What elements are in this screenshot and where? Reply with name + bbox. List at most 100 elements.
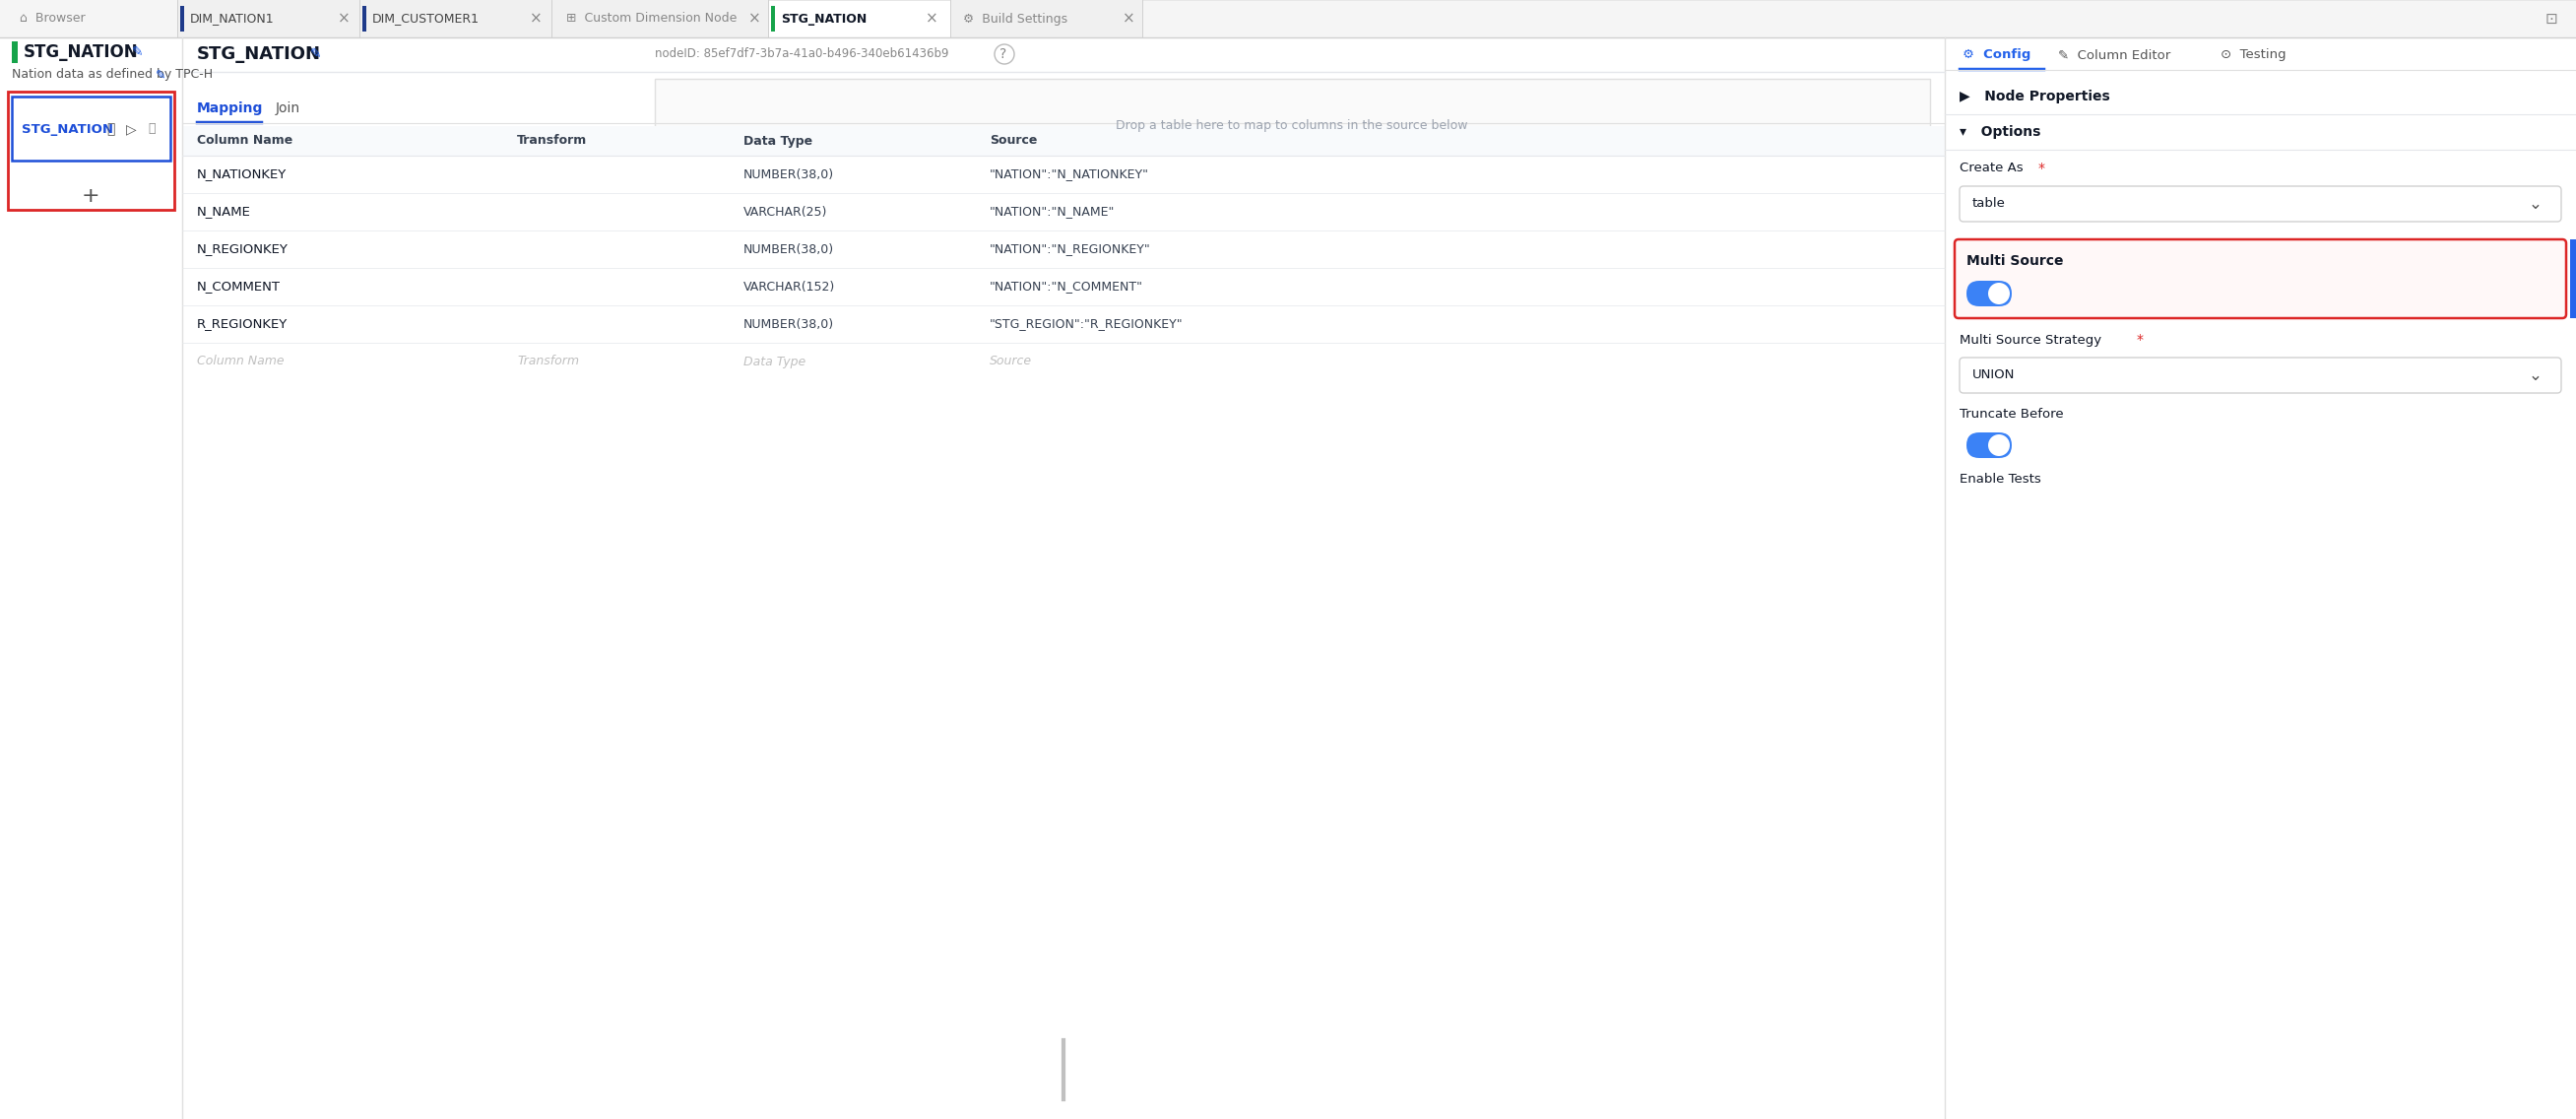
Bar (770, 6, 775, 31)
Circle shape (1989, 434, 2009, 457)
Text: ⌄: ⌄ (2527, 195, 2543, 213)
Bar (1945, 78, 2576, 114)
Text: STG_NATION: STG_NATION (23, 44, 139, 62)
Text: 🗑: 🗑 (147, 123, 155, 135)
Text: Create As: Create As (1960, 162, 2022, 175)
Text: ▾   Options: ▾ Options (1960, 125, 2040, 139)
Text: *: * (2138, 333, 2143, 347)
Bar (178, 0, 361, 37)
Text: ⊙  Testing: ⊙ Testing (2221, 49, 2285, 62)
Text: *: * (2038, 161, 2045, 176)
Text: ×: × (1123, 11, 1136, 26)
Text: ×: × (531, 11, 544, 26)
Text: Drop a table here to map to columns in the source below: Drop a table here to map to columns in t… (1115, 119, 1468, 132)
Text: table: table (1973, 197, 2007, 210)
Bar (180, 6, 183, 31)
Bar (183, 194, 1945, 231)
Text: N_REGIONKEY: N_REGIONKEY (196, 243, 289, 255)
Text: "STG_REGION":"R_REGIONKEY": "STG_REGION":"R_REGIONKEY" (989, 318, 1182, 330)
Bar (183, 37, 1945, 1119)
Text: STG_NATION: STG_NATION (21, 123, 113, 135)
Bar (361, 0, 551, 37)
Text: Column Name: Column Name (196, 355, 283, 368)
Bar (183, 156, 1945, 194)
Text: "NATION":"N_COMMENT": "NATION":"N_COMMENT" (989, 280, 1144, 293)
Bar (768, 0, 951, 37)
Bar (1945, 114, 2576, 150)
Text: Multi Source Strategy: Multi Source Strategy (1960, 333, 2102, 346)
Text: Truncate Before: Truncate Before (1960, 408, 2063, 421)
Text: ✎: ✎ (155, 68, 165, 82)
Text: Join: Join (276, 102, 301, 115)
Text: ✎  Column Editor: ✎ Column Editor (2058, 49, 2172, 62)
Text: "NATION":"N_REGIONKEY": "NATION":"N_REGIONKEY" (989, 243, 1151, 255)
Text: nodeID: 85ef7df7-3b7a-41a0-b496-340eb61436b9: nodeID: 85ef7df7-3b7a-41a0-b496-340eb614… (654, 48, 948, 60)
Text: ✎: ✎ (309, 47, 322, 62)
Text: N_NATIONKEY: N_NATIONKEY (196, 168, 286, 181)
Text: N_NAME: N_NAME (196, 206, 250, 218)
Bar (1945, 37, 2576, 1119)
Text: "NATION":"N_NATIONKEY": "NATION":"N_NATIONKEY" (989, 168, 1149, 181)
Text: Source: Source (989, 134, 1038, 148)
Text: STG_NATION: STG_NATION (196, 45, 322, 63)
Bar (183, 305, 1945, 342)
Text: ?: ? (999, 47, 1007, 62)
Text: VARCHAR(25): VARCHAR(25) (744, 206, 827, 218)
Text: ⌂  Browser: ⌂ Browser (21, 12, 85, 25)
Text: ▶   Node Properties: ▶ Node Properties (1960, 90, 2110, 103)
Text: DIM_CUSTOMER1: DIM_CUSTOMER1 (371, 12, 479, 25)
Bar (13, 41, 18, 63)
Text: ⌕: ⌕ (106, 122, 113, 135)
Text: Multi Source: Multi Source (1965, 254, 2063, 267)
Text: VARCHAR(152): VARCHAR(152) (744, 280, 835, 293)
Text: Column Name: Column Name (196, 134, 294, 148)
Text: ⚙  Build Settings: ⚙ Build Settings (963, 12, 1066, 25)
Bar (183, 126, 1945, 156)
Text: ×: × (750, 11, 760, 26)
Text: ✎: ✎ (131, 45, 144, 59)
Text: Transform: Transform (518, 355, 580, 368)
Text: STG_NATION: STG_NATION (781, 12, 866, 25)
Bar (13, 96, 170, 160)
Text: Nation data as defined by TPC-H: Nation data as defined by TPC-H (13, 68, 214, 82)
Text: "NATION":"N_NAME": "NATION":"N_NAME" (989, 206, 1115, 218)
Text: Data Type: Data Type (744, 134, 811, 148)
Bar (363, 6, 366, 31)
Text: +: + (82, 186, 100, 206)
Bar (183, 342, 1945, 380)
Text: ▷: ▷ (126, 122, 137, 135)
Bar (2571, 239, 2576, 318)
Text: ⚙  Config: ⚙ Config (1963, 49, 2030, 62)
Text: ×: × (925, 11, 938, 26)
Text: ×: × (337, 11, 350, 26)
Bar (0, 0, 178, 37)
Bar (0, 0, 2576, 37)
FancyBboxPatch shape (1965, 281, 2012, 307)
Bar (654, 78, 1929, 172)
Text: ⌄: ⌄ (2527, 366, 2543, 384)
Text: NUMBER(38,0): NUMBER(38,0) (744, 243, 835, 255)
Text: NUMBER(38,0): NUMBER(38,0) (744, 168, 835, 181)
Text: NUMBER(38,0): NUMBER(38,0) (744, 318, 835, 330)
Text: N_COMMENT: N_COMMENT (196, 280, 281, 293)
FancyBboxPatch shape (1955, 239, 2566, 318)
Text: ⊡: ⊡ (2545, 11, 2558, 26)
Bar (8, 92, 175, 210)
Text: Mapping: Mapping (196, 102, 263, 115)
Text: R_REGIONKEY: R_REGIONKEY (196, 318, 289, 330)
Bar (183, 267, 1945, 305)
Text: Source: Source (989, 355, 1033, 368)
Text: Data Type: Data Type (744, 355, 806, 368)
Text: DIM_NATION1: DIM_NATION1 (191, 12, 276, 25)
Bar (951, 0, 1141, 37)
FancyBboxPatch shape (1960, 186, 2561, 222)
Circle shape (1989, 283, 2009, 304)
FancyBboxPatch shape (1965, 432, 2012, 458)
Bar (0, 37, 183, 1119)
FancyBboxPatch shape (1960, 358, 2561, 393)
Text: Enable Tests: Enable Tests (1960, 473, 2040, 486)
Bar (183, 231, 1945, 267)
Text: UNION: UNION (1973, 369, 2014, 382)
Text: ⊞  Custom Dimension Node: ⊞ Custom Dimension Node (567, 12, 737, 25)
Text: Transform: Transform (518, 134, 587, 148)
